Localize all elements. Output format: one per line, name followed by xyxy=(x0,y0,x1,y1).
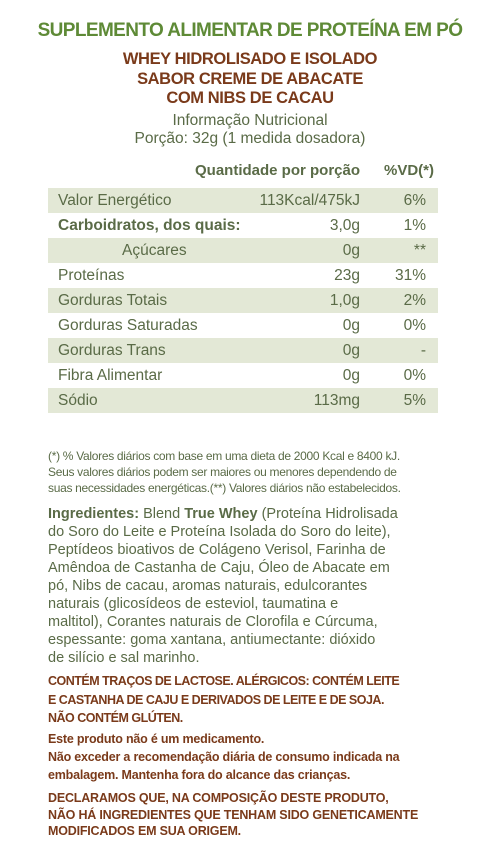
nutrient-name: Valor Energético xyxy=(58,192,172,209)
nutrient-quantity: 0g xyxy=(342,367,360,384)
ingredients-line: Amêndoa de Castanha de Caju, Óleo de Aba… xyxy=(48,560,390,576)
ingredients-line: Ingredientes: Blend True Whey (Proteína … xyxy=(48,505,443,523)
table-row: Gorduras Trans 0g - xyxy=(48,338,438,363)
allergen-line: NÃO CONTÉM GLÚTEN. xyxy=(48,711,183,725)
nutrient-name: Gorduras Totais xyxy=(58,292,168,309)
usage-notice: Este produto não é um medicamento. Não e… xyxy=(48,730,448,784)
nutrient-daily-value: 0% xyxy=(403,367,426,384)
nutrient-quantity: 0g xyxy=(342,317,360,334)
allergen-warning: CONTÉM TRAÇOS DE LACTOSE. ALÉRGICOS: CON… xyxy=(48,672,448,728)
nutrient-quantity: 23g xyxy=(334,267,360,284)
subtitle-line: SABOR CREME DE ABACATE xyxy=(137,69,363,88)
footnote-line: Seus valores diários podem ser maiores o… xyxy=(48,465,397,479)
nutrition-table: Valor Energético 113Kcal/475kJ 6% Carboi… xyxy=(48,188,438,413)
nutrition-info-header: Informação Nutricional Porção: 32g (1 me… xyxy=(0,112,500,148)
nutrient-quantity: 1,0g xyxy=(329,292,360,309)
nutrient-daily-value: 0% xyxy=(403,317,426,334)
table-row: Proteínas 23g 31% xyxy=(48,263,438,288)
ingredients-line: do Soro do Leite e Proteína Isolada do S… xyxy=(48,524,391,540)
ingredients-text: Blend xyxy=(143,506,181,522)
nutrient-daily-value: 6% xyxy=(403,192,426,209)
table-row: Gorduras Saturadas 0g 0% xyxy=(48,313,438,338)
table-row: Fibra Alimentar 0g 0% xyxy=(48,363,438,388)
ingredients-line: Peptídeos bioativos de Colágeno Verisol,… xyxy=(48,542,386,558)
table-row: Açúcares 0g ** xyxy=(48,238,438,263)
nutrient-name: Gorduras Trans xyxy=(58,342,166,359)
notice-line: embalagem. Mantenha fora do alcance das … xyxy=(48,768,351,782)
allergen-line: E CASTANHA DE CAJU E DERIVADOS DE LEITE … xyxy=(48,692,384,707)
nutrient-daily-value: - xyxy=(420,342,426,359)
nutrient-daily-value: 31% xyxy=(394,267,426,284)
nutrient-name: Fibra Alimentar xyxy=(58,367,163,384)
nutrient-daily-value: ** xyxy=(413,242,426,259)
brand-name: True Whey xyxy=(184,506,258,522)
nutrient-name: Sódio xyxy=(58,392,98,409)
nutrient-daily-value: 2% xyxy=(403,292,426,309)
subtitle-line: COM NIBS DE CACAU xyxy=(166,89,334,107)
footnote-line: suas necessidades energéticas.(**) Valor… xyxy=(48,481,401,495)
nutrient-name: Proteínas xyxy=(58,267,125,284)
nutrient-quantity: 113Kcal/475kJ xyxy=(259,192,360,209)
nutrient-quantity: 3,0g xyxy=(329,217,360,234)
column-header-daily-value: %VD(*) xyxy=(383,162,434,179)
table-row: Carboidratos, dos quais: 3,0g 1% xyxy=(48,213,438,238)
nutrient-quantity: 0g xyxy=(342,342,360,359)
footnote-line: (*) % Valores diários com base em uma di… xyxy=(48,449,400,463)
nutrient-name: Gorduras Saturadas xyxy=(58,317,198,334)
product-title: SUPLEMENTO ALIMENTAR DE PROTEÍNA EM PÓ xyxy=(37,20,463,41)
ingredients-list: Ingredientes: Blend True Whey (Proteína … xyxy=(48,505,443,667)
table-row: Gorduras Totais 1,0g 2% xyxy=(48,288,438,313)
table-header: Quantidade por porção %VD(*) xyxy=(48,162,438,184)
product-subtitle: WHEY HIDROLISADO E ISOLADO SABOR CREME D… xyxy=(0,50,500,109)
nutrient-quantity: 113mg xyxy=(313,392,360,409)
table-row: Sódio 113mg 5% xyxy=(48,388,438,413)
nutrient-name: Carboidratos, dos quais: xyxy=(58,217,241,234)
info-title: Informação Nutricional xyxy=(172,112,328,129)
gmo-line: NÃO HÁ INGREDIENTES QUE TENHAM SIDO GENE… xyxy=(48,807,419,822)
column-header-quantity: Quantidade por porção xyxy=(194,162,360,179)
nutrient-daily-value: 1% xyxy=(403,217,426,234)
ingredients-line: naturais (glicosídeos de esteviol, tauma… xyxy=(48,596,339,612)
gmo-line: MODIFICADOS EM SUA ORIGEM. xyxy=(48,824,241,838)
subtitle-line: WHEY HIDROLISADO E ISOLADO xyxy=(122,50,378,68)
ingredients-line: pó, Nibs de cacau, aromas naturais, edul… xyxy=(48,578,368,594)
nutrient-daily-value: 5% xyxy=(403,392,426,409)
notice-line: Este produto não é um medicamento. xyxy=(48,732,265,746)
gmo-line: DECLARAMOS QUE, NA COMPOSIÇÃO DESTE PROD… xyxy=(48,791,389,805)
ingredients-line: espessante: goma xantana, antiumectante:… xyxy=(48,632,376,648)
notice-line: Não exceder a recomendação diária de con… xyxy=(48,750,400,764)
allergen-line: CONTÉM TRAÇOS DE LACTOSE. ALÉRGICOS: CON… xyxy=(48,674,400,688)
nutrient-name: Açúcares xyxy=(122,242,187,259)
portion-size: Porção: 32g (1 medida dosadora) xyxy=(134,130,366,147)
gmo-declaration: DECLARAMOS QUE, NA COMPOSIÇÃO DESTE PROD… xyxy=(48,790,448,840)
ingredients-text: (Proteína Hidrolisada xyxy=(261,506,398,522)
table-row: Valor Energético 113Kcal/475kJ 6% xyxy=(48,188,438,213)
nutrient-quantity: 0g xyxy=(342,242,360,259)
ingredients-line: de silício e sal marinho. xyxy=(48,650,200,666)
ingredients-line: maltitol), Corantes naturais de Clorofil… xyxy=(48,614,378,630)
daily-value-footnote: (*) % Valores diários com base em uma di… xyxy=(48,448,443,496)
ingredients-label: Ingredientes: xyxy=(48,506,140,522)
